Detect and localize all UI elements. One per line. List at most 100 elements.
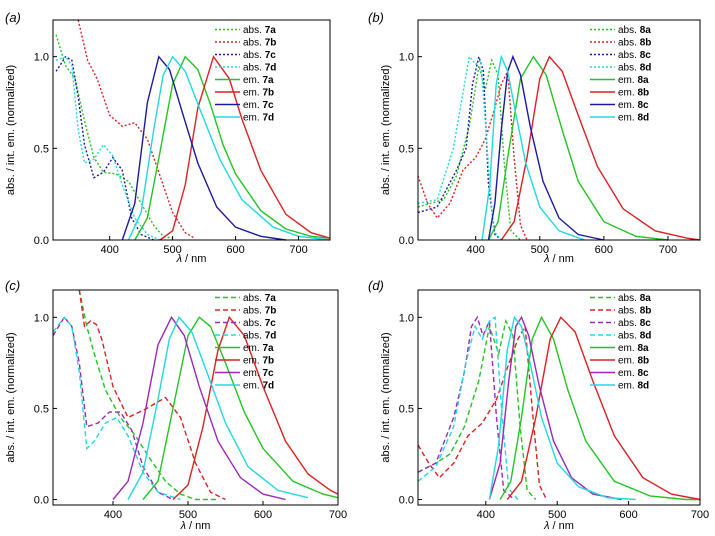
legend-entry: abs. 8a bbox=[618, 293, 651, 304]
series-line-em-8c bbox=[488, 315, 622, 501]
series-line-em-8a bbox=[487, 55, 669, 241]
legend-entry: em. 8b bbox=[618, 88, 649, 99]
y-axis-label: abs. / int. em. (normalized) bbox=[5, 332, 17, 462]
legend-entry: abs. 7d bbox=[243, 63, 276, 74]
legend-entry: em. 7b bbox=[243, 356, 274, 367]
legend-entry: abs. 7d bbox=[243, 331, 276, 342]
legend-entry: abs. 8b bbox=[618, 306, 651, 317]
legend-entry: abs. 7c bbox=[243, 318, 276, 329]
x-tick-label: 600 bbox=[595, 244, 613, 256]
chart-panel-2: 400 500 600 700 0.0 0.5 1.0 λ / nm abs. / int. e… bbox=[368, 10, 701, 265]
series-line-em-8d bbox=[481, 54, 585, 241]
series-line-abs-7d bbox=[55, 55, 161, 241]
chart-panel-1: 400 500 600 700 0.0 0.5 1.0 λ / nm abs. / int. e… bbox=[5, 10, 331, 265]
x-tick-label: 500 bbox=[179, 509, 197, 521]
y-axis-label: abs. / int. em. (normalized) bbox=[380, 65, 392, 195]
panel-label: (a) bbox=[5, 10, 21, 25]
legend-entry: abs. 8a bbox=[618, 25, 651, 36]
plot-frame bbox=[52, 19, 331, 241]
plot-frame bbox=[52, 289, 339, 506]
x-tick-label: 600 bbox=[226, 244, 244, 256]
y-tick-label: 1.0 bbox=[399, 52, 414, 64]
legend-entry: abs. 7b bbox=[243, 38, 276, 49]
series-line-abs-8d bbox=[417, 55, 502, 241]
series-line-em-7b bbox=[159, 55, 331, 241]
x-tick-label: 400 bbox=[477, 509, 495, 521]
legend-entry: em. 8a bbox=[618, 343, 649, 354]
x-tick-label: 500 bbox=[163, 244, 181, 256]
series-line-em-8c bbox=[487, 54, 605, 241]
y-axis-label: abs. / int. em. (normalized) bbox=[380, 332, 392, 462]
series-line-em-8b bbox=[500, 55, 701, 241]
series-line-em-7c bbox=[112, 315, 286, 501]
series-line-em-7a bbox=[134, 55, 331, 241]
legend-entry: em. 8a bbox=[618, 75, 649, 86]
series-line-abs-7a bbox=[78, 289, 218, 501]
x-tick-label: 500 bbox=[531, 244, 549, 256]
series-line-em-8d bbox=[488, 315, 636, 501]
x-tick-label: 400 bbox=[100, 244, 118, 256]
y-tick-label: 0.0 bbox=[34, 495, 49, 507]
legend-entry: em. 8d bbox=[618, 381, 649, 392]
series-line-abs-8a bbox=[417, 318, 537, 500]
y-tick-label: 1.0 bbox=[34, 52, 49, 64]
series-line-em-8b bbox=[506, 316, 701, 501]
legend-entry: em. 8b bbox=[618, 356, 649, 367]
y-tick-label: 0.5 bbox=[34, 143, 49, 155]
legend-entry: abs. 8d bbox=[618, 63, 651, 74]
series-line-em-7d bbox=[127, 316, 309, 500]
legend-entry: abs. 7c bbox=[243, 50, 276, 61]
legend-entry: em. 7b bbox=[243, 88, 274, 99]
series-line-abs-7a bbox=[55, 34, 173, 239]
series-line-em-7c bbox=[121, 55, 287, 241]
y-tick-label: 0.5 bbox=[399, 403, 414, 415]
series-line-abs-7b bbox=[77, 19, 195, 239]
series-line-abs-7c bbox=[52, 316, 174, 501]
legend-entry: em. 8c bbox=[618, 368, 649, 379]
series-line-abs-8b bbox=[417, 68, 528, 241]
legend-entry: em. 8c bbox=[618, 100, 649, 111]
series-line-abs-7b bbox=[78, 289, 226, 501]
x-tick-label: 600 bbox=[254, 509, 272, 521]
x-tick-label: 400 bbox=[467, 244, 485, 256]
series-line-abs-7d bbox=[52, 316, 181, 501]
series-line-em-7d bbox=[127, 55, 331, 241]
legend-entry: abs. 7b bbox=[243, 306, 276, 317]
legend-entry: em. 7a bbox=[243, 75, 274, 86]
series-line-abs-8d bbox=[417, 316, 519, 500]
x-tick-label: 700 bbox=[329, 509, 347, 521]
legend-entry: abs. 8b bbox=[618, 38, 651, 49]
x-tick-label: 700 bbox=[659, 244, 677, 256]
series-line-em-7b bbox=[172, 315, 339, 501]
x-tick-label: 700 bbox=[691, 509, 709, 521]
legend-entry: abs. 8c bbox=[618, 50, 651, 61]
series-line-em-7a bbox=[142, 316, 339, 500]
series-line-abs-8a bbox=[417, 58, 521, 241]
legend-entry: abs. 8d bbox=[618, 331, 651, 342]
y-tick-label: 0.5 bbox=[399, 143, 414, 155]
panel-label: (b) bbox=[368, 10, 384, 25]
y-tick-label: 0.5 bbox=[34, 403, 49, 415]
legend-entry: em. 7a bbox=[243, 343, 274, 354]
series-line-abs-8c bbox=[417, 54, 502, 241]
y-tick-label: 0.0 bbox=[34, 235, 49, 247]
legend-entry: em. 7c bbox=[243, 100, 274, 111]
plot-frame bbox=[417, 19, 701, 241]
x-axis-label: λ / nm bbox=[543, 520, 574, 532]
x-axis-label: λ / nm bbox=[180, 520, 211, 532]
legend-entry: em. 7c bbox=[243, 368, 274, 379]
x-tick-label: 400 bbox=[104, 509, 122, 521]
legend-entry: abs. 8c bbox=[618, 318, 651, 329]
y-tick-label: 0.0 bbox=[399, 495, 414, 507]
x-axis-label: λ / nm bbox=[176, 253, 207, 265]
series-line-abs-8c bbox=[417, 315, 515, 501]
y-tick-label: 0.0 bbox=[399, 235, 414, 247]
y-tick-label: 1.0 bbox=[34, 312, 49, 324]
chart-panel-3: 400 500 600 700 0.0 0.5 1.0 λ / nm abs. / int. e… bbox=[5, 278, 347, 532]
plot-frame bbox=[417, 289, 701, 506]
legend-entry: em. 7d bbox=[243, 113, 274, 124]
panel-label: (c) bbox=[5, 278, 20, 293]
legend-entry: abs. 7a bbox=[243, 25, 276, 36]
x-tick-label: 600 bbox=[619, 509, 637, 521]
